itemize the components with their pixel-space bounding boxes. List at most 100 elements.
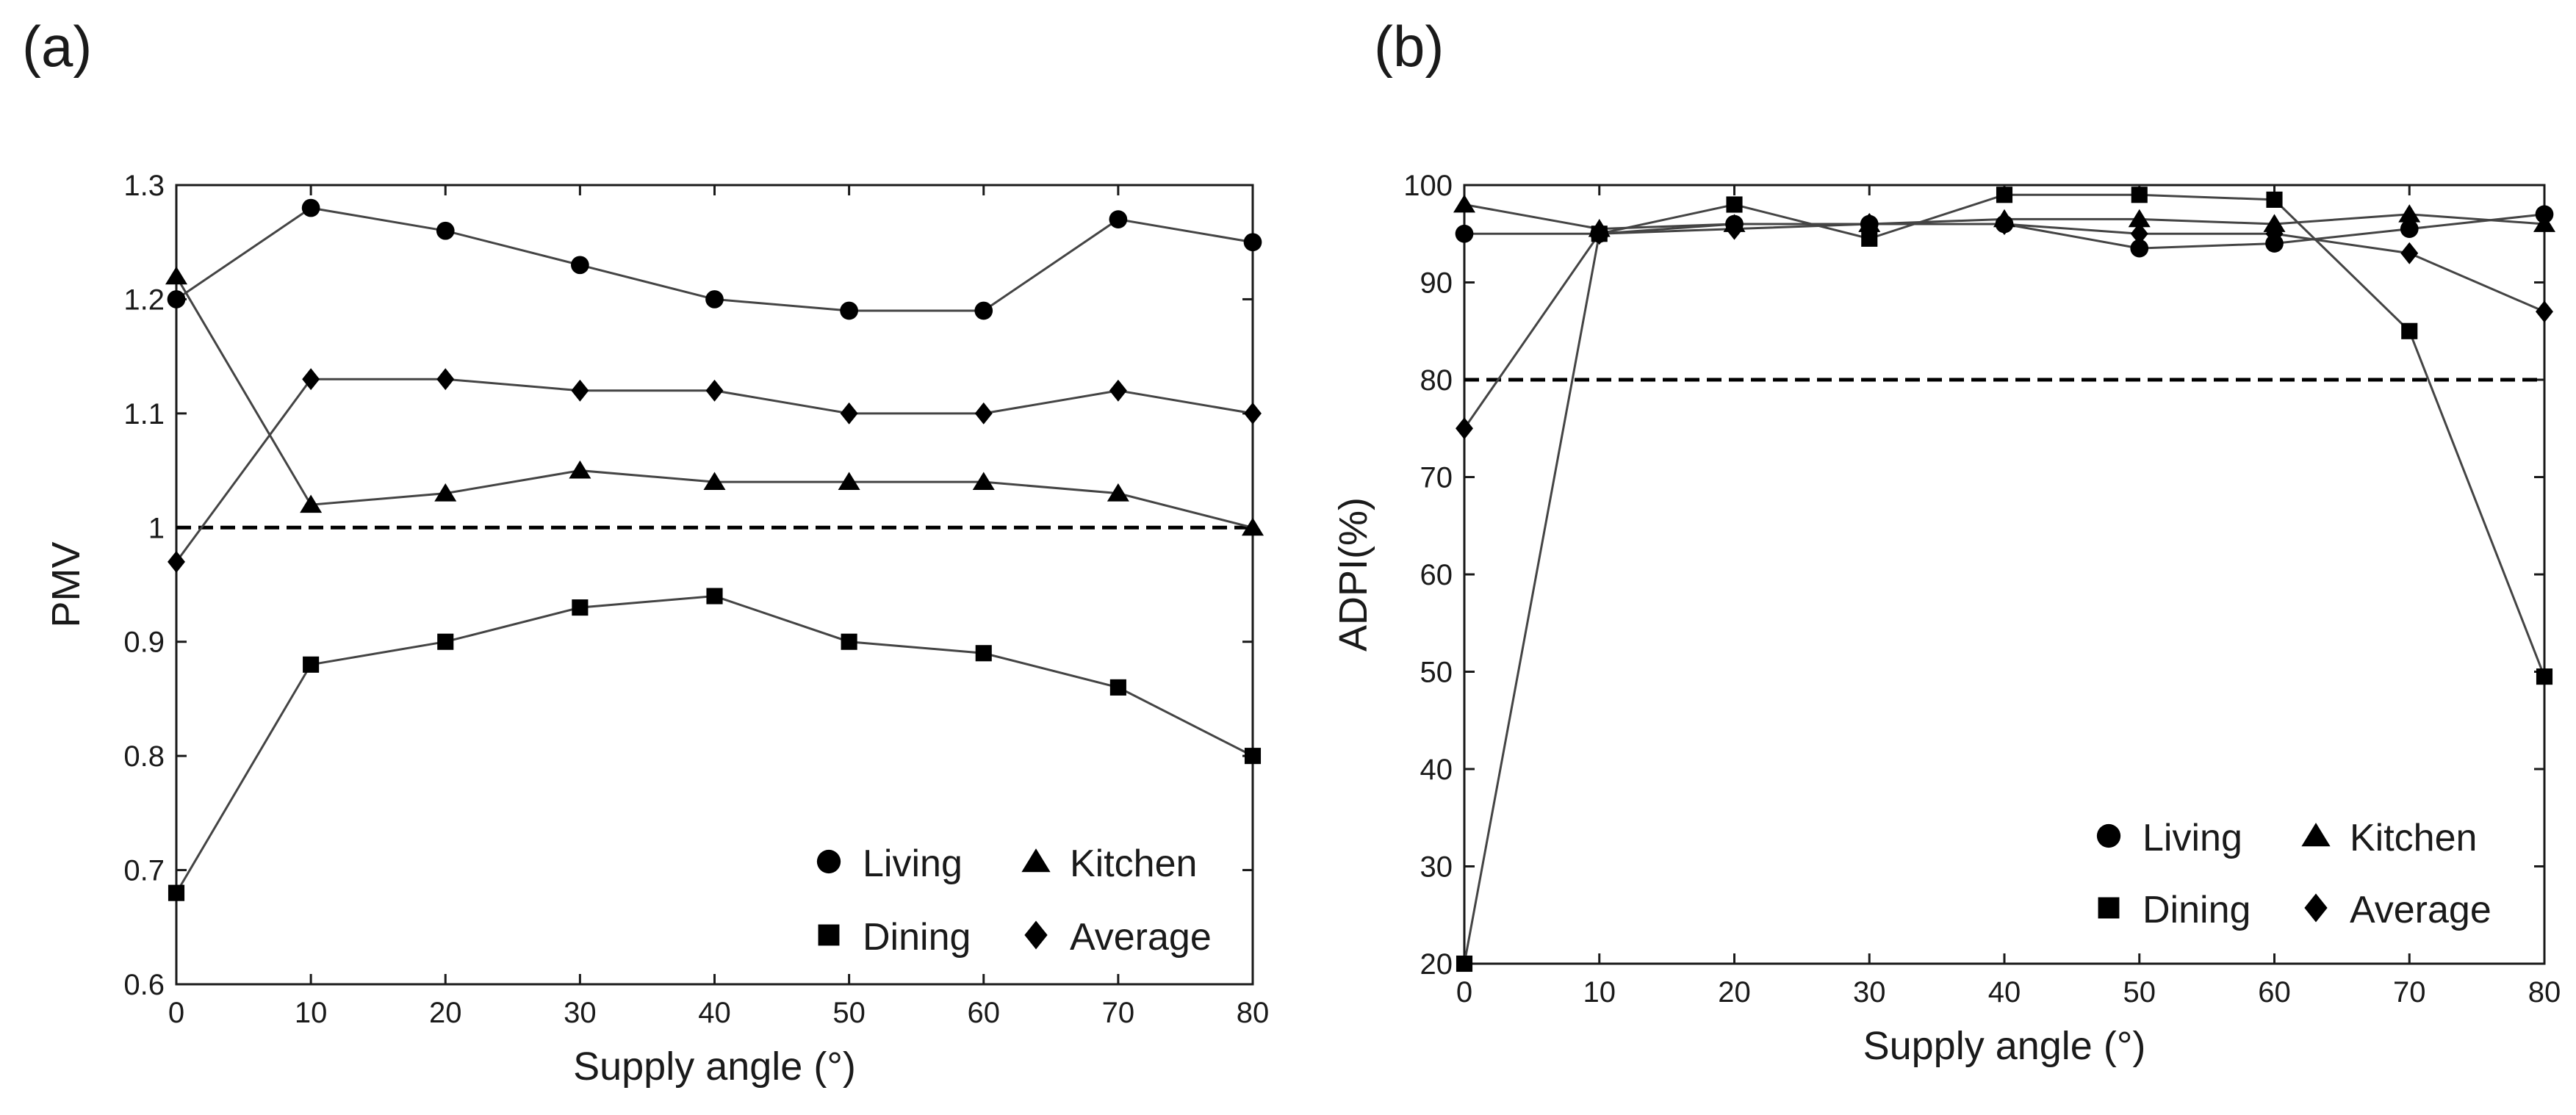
data-point-average bbox=[1456, 417, 1473, 440]
data-point-average bbox=[2400, 242, 2419, 264]
x-tick-label: 80 bbox=[2528, 976, 2561, 1008]
x-tick-label: 50 bbox=[832, 997, 866, 1029]
data-point-kitchen bbox=[703, 472, 726, 491]
data-point-dining bbox=[975, 645, 992, 662]
legend-marker-average bbox=[1024, 920, 1048, 950]
data-point-living bbox=[705, 290, 724, 308]
x-tick-label: 10 bbox=[1583, 976, 1616, 1008]
legend: Living Kitchen Dining Average bbox=[2096, 817, 2492, 931]
x-tick-label: 30 bbox=[1853, 976, 1886, 1008]
legend-label-living: Living bbox=[863, 842, 963, 885]
data-point-living bbox=[1243, 233, 1262, 252]
y-tick-label: 1.3 bbox=[123, 170, 165, 202]
x-tick-label: 70 bbox=[1102, 997, 1135, 1029]
y-tick-label: 90 bbox=[1420, 267, 1453, 300]
y-tick-label: 0.8 bbox=[123, 740, 165, 773]
data-point-dining bbox=[706, 588, 723, 605]
data-point-average bbox=[302, 368, 320, 391]
x-tick-label: 20 bbox=[429, 997, 462, 1029]
data-point-living bbox=[2400, 220, 2419, 238]
legend-label-kitchen: Kitchen bbox=[1070, 842, 1197, 885]
panel-a: (a) 0 10 20 30 40 50 60 70 80 0.6 0.7 0.8 0.9 1 1.1 1.2 1… bbox=[22, 14, 1269, 1089]
series-line-average bbox=[175, 378, 1253, 563]
data-point-living bbox=[436, 221, 455, 240]
data-point-dining bbox=[2536, 668, 2553, 685]
data-point-average bbox=[1725, 217, 1744, 240]
legend-marker-dining bbox=[818, 924, 840, 946]
data-point-average bbox=[2265, 223, 2284, 245]
series-line-average bbox=[1463, 223, 2545, 430]
data-point-average bbox=[1860, 213, 1879, 235]
data-point-average bbox=[840, 402, 858, 425]
data-point-dining bbox=[303, 656, 320, 673]
data-point-dining bbox=[841, 633, 857, 650]
legend-marker-kitchen bbox=[1021, 848, 1051, 873]
data-point-average bbox=[974, 402, 993, 425]
legend-marker-average bbox=[2304, 893, 2328, 923]
y-tick-label: 50 bbox=[1420, 657, 1453, 689]
data-point-average bbox=[1996, 213, 2013, 235]
legend: Living Kitchen Dining Average bbox=[816, 842, 1212, 959]
legend-label-average: Average bbox=[2350, 889, 2492, 931]
data-point-kitchen bbox=[1107, 483, 1129, 502]
y-tick-label: 70 bbox=[1420, 462, 1453, 494]
x-tick-label: 60 bbox=[968, 997, 1001, 1029]
data-point-kitchen bbox=[2398, 204, 2421, 223]
y-tick-label: 0.6 bbox=[123, 969, 165, 1001]
y-tick-label: 20 bbox=[1420, 948, 1453, 981]
x-axis-title: Supply angle (°) bbox=[573, 1044, 856, 1089]
data-point-living bbox=[840, 301, 858, 320]
data-point-dining bbox=[437, 633, 454, 650]
data-point-average bbox=[2130, 223, 2148, 245]
data-point-kitchen bbox=[569, 460, 591, 479]
y-tick-label: 1.1 bbox=[123, 398, 165, 430]
data-point-average bbox=[1109, 379, 1127, 402]
legend-label-dining: Dining bbox=[863, 916, 971, 959]
data-point-kitchen bbox=[434, 483, 457, 502]
data-point-living bbox=[571, 256, 589, 275]
data-point-average bbox=[705, 379, 724, 402]
data-point-dining bbox=[1996, 187, 2013, 203]
legend-marker-kitchen bbox=[2301, 823, 2331, 847]
x-axis-title: Supply angle (°) bbox=[1863, 1024, 2146, 1068]
x-tick-label: 40 bbox=[698, 997, 731, 1029]
x-tick-label: 0 bbox=[1456, 976, 1472, 1008]
y-tick-label: 1.2 bbox=[123, 284, 165, 316]
panel-label: (b) bbox=[1374, 14, 1444, 79]
y-axis-title: PMV bbox=[44, 541, 88, 627]
x-tick-label: 40 bbox=[1988, 976, 2021, 1008]
legend-label-kitchen: Kitchen bbox=[2350, 817, 2477, 859]
data-point-kitchen bbox=[2128, 209, 2151, 228]
y-tick-label: 1 bbox=[148, 512, 165, 544]
y-tick-label: 80 bbox=[1420, 364, 1453, 397]
data-point-kitchen bbox=[1241, 517, 1264, 536]
data-point-kitchen bbox=[1453, 194, 1476, 213]
data-point-kitchen bbox=[300, 494, 323, 513]
y-tick-label: 0.9 bbox=[123, 627, 165, 659]
data-point-living bbox=[167, 290, 186, 308]
data-point-kitchen bbox=[2533, 214, 2556, 232]
x-tick-label: 60 bbox=[2258, 976, 2291, 1008]
data-point-dining bbox=[2266, 191, 2283, 208]
data-point-average bbox=[168, 550, 185, 573]
x-tick-label: 20 bbox=[1718, 976, 1751, 1008]
data-point-kitchen bbox=[972, 472, 995, 491]
y-tick-label: 60 bbox=[1420, 559, 1453, 591]
legend-label-dining: Dining bbox=[2143, 889, 2251, 931]
data-point-kitchen bbox=[165, 266, 188, 285]
data-point-average bbox=[1590, 223, 1608, 245]
data-point-dining bbox=[2131, 187, 2148, 203]
data-point-dining bbox=[168, 884, 185, 901]
data-point-kitchen bbox=[838, 472, 860, 491]
x-tick-label: 70 bbox=[2393, 976, 2426, 1008]
legend-marker-dining bbox=[2098, 897, 2120, 919]
x-tick-label: 30 bbox=[564, 997, 597, 1029]
y-tick-label: 40 bbox=[1420, 754, 1453, 786]
y-tick-label: 30 bbox=[1420, 851, 1453, 884]
x-tick-label: 10 bbox=[295, 997, 328, 1029]
data-point-average bbox=[436, 368, 455, 391]
data-point-dining bbox=[1726, 196, 1743, 213]
data-point-average bbox=[1244, 402, 1262, 425]
legend-marker-living bbox=[2096, 823, 2121, 848]
legend-label-average: Average bbox=[1070, 916, 1212, 959]
